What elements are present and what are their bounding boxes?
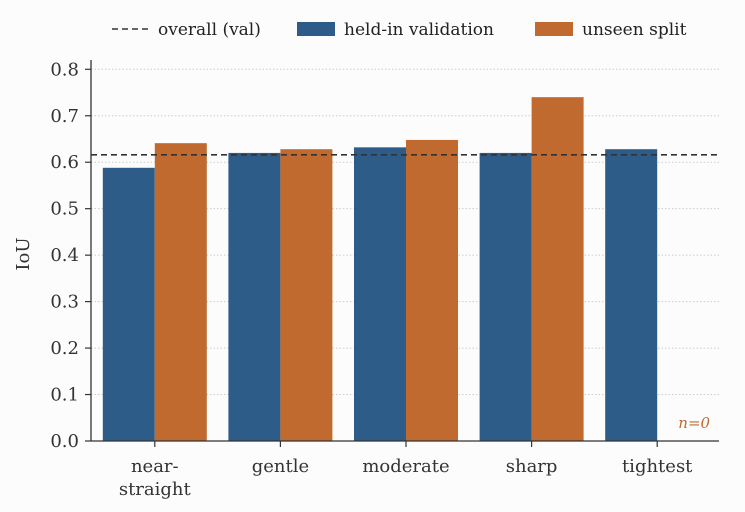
legend-held-in-label: held-in validation bbox=[344, 20, 494, 40]
y-tick-label: 0.3 bbox=[50, 292, 79, 313]
legend-overall-label: overall (val) bbox=[158, 20, 261, 40]
legend: overall (val) held-in validation unseen … bbox=[112, 20, 687, 40]
legend-unseen-label: unseen split bbox=[582, 20, 687, 40]
y-tick-label: 0.1 bbox=[50, 385, 79, 406]
x-tick-label: near- bbox=[131, 456, 179, 477]
bar-held-in-4 bbox=[605, 149, 658, 441]
legend-unseen-swatch bbox=[535, 22, 573, 36]
y-tick-label: 0.0 bbox=[50, 431, 79, 452]
x-tick-label: tightest bbox=[622, 456, 693, 477]
legend-held-in-swatch bbox=[297, 22, 335, 36]
bar-held-in-3 bbox=[479, 152, 532, 442]
y-ticks: 0.0 0.1 0.2 0.3 0.4 0.5 0.6 0.7 0.8 bbox=[50, 59, 91, 452]
y-tick-label: 0.8 bbox=[50, 59, 79, 80]
bar-unseen-2 bbox=[406, 139, 458, 442]
axes bbox=[90, 60, 719, 442]
bar-held-in-1 bbox=[228, 152, 281, 442]
bar-unseen-3 bbox=[531, 97, 584, 442]
bar-unseen-1 bbox=[280, 149, 333, 441]
x-tick-label: straight bbox=[119, 479, 192, 500]
y-tick-label: 0.5 bbox=[50, 199, 79, 220]
y-tick-label: 0.4 bbox=[50, 245, 79, 266]
x-tick-label: sharp bbox=[506, 456, 558, 477]
bars-group bbox=[102, 97, 658, 442]
bar-held-in-2 bbox=[354, 147, 406, 441]
bar-held-in-0 bbox=[102, 167, 155, 442]
sample-count-annotation: n=0 bbox=[678, 414, 710, 432]
y-tick-label: 0.7 bbox=[50, 106, 79, 127]
y-tick-label: 0.2 bbox=[50, 338, 79, 359]
y-axis-title: IoU bbox=[13, 237, 34, 270]
bar-unseen-0 bbox=[154, 143, 207, 442]
x-tick-label: gentle bbox=[252, 456, 309, 477]
x-tick-label: moderate bbox=[362, 456, 449, 477]
y-tick-label: 0.6 bbox=[50, 152, 79, 173]
x-ticks: near-straight gentle moderate sharp tightest bbox=[119, 441, 693, 500]
